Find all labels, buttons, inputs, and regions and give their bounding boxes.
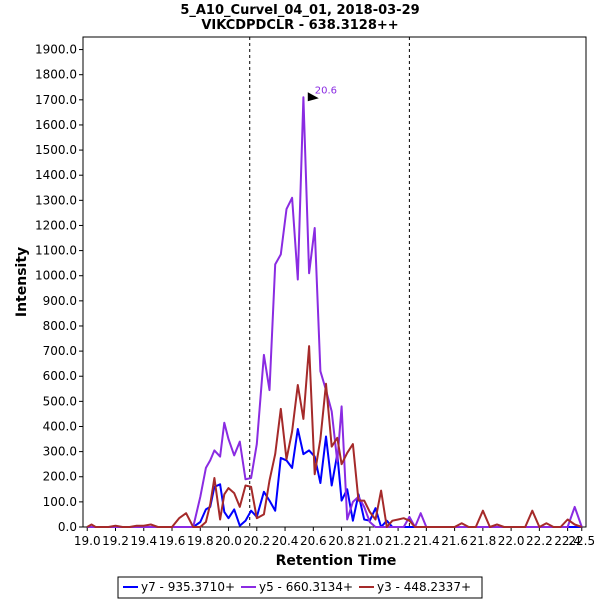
y-tick-label: 1700.0 <box>35 93 77 107</box>
chart-subtitle: VIKCDPDCLR - 638.3128++ <box>201 18 398 33</box>
y-tick-label: 500.0 <box>43 394 77 408</box>
legend-label: y5 - 660.3134+ <box>259 580 353 594</box>
y-tick-label: 600.0 <box>43 369 77 383</box>
x-tick-label: 21.4 <box>413 534 440 548</box>
x-tick-label: 19.4 <box>130 534 157 548</box>
y-tick-label: 1900.0 <box>35 43 77 57</box>
y-tick-label: 0.0 <box>58 520 77 534</box>
legend-box <box>117 576 483 599</box>
y-tick-label: 1400.0 <box>35 168 77 182</box>
y-tick-label: 200.0 <box>43 470 77 484</box>
y-tick-label: 300.0 <box>43 445 77 459</box>
x-tick-label: 22.5 <box>568 534 595 548</box>
series-line-2 <box>86 345 583 528</box>
y-tick-label: 1100.0 <box>35 244 77 258</box>
x-tick-label: 19.8 <box>187 534 214 548</box>
y-tick-label: 800.0 <box>43 319 77 333</box>
x-tick-label: 19.2 <box>102 534 129 548</box>
y-tick-label: 1600.0 <box>35 118 77 132</box>
retention-window-lines <box>249 37 410 527</box>
x-tick-label: 20.8 <box>328 534 355 548</box>
y-tick-label: 1000.0 <box>35 269 77 283</box>
y-tick-label: 1200.0 <box>35 218 77 232</box>
y-tick-label: 900.0 <box>43 294 77 308</box>
x-tick-label: 20.2 <box>243 534 270 548</box>
x-tick-label: 22.4 <box>554 534 581 548</box>
x-axis-title: Retention Time <box>276 553 397 569</box>
x-tick-label: 20.6 <box>300 534 327 548</box>
x-tick-label: 21.0 <box>356 534 383 548</box>
x-tick-label: 19.6 <box>159 534 186 548</box>
plot-area <box>82 36 587 528</box>
y-tick-label: 1800.0 <box>35 68 77 82</box>
y-tick-label: 1500.0 <box>35 143 77 157</box>
x-tick-label: 20.4 <box>272 534 299 548</box>
y-tick-label: 700.0 <box>43 344 77 358</box>
legend-label: y7 - 935.3710+ <box>141 580 235 594</box>
x-tick-label: 21.2 <box>385 534 412 548</box>
series-lines <box>86 96 583 528</box>
peak-annotations: 20.6 <box>307 85 337 102</box>
x-tick-label: 22.0 <box>498 534 525 548</box>
annotation-arrow <box>307 92 319 102</box>
legend-label: y3 - 448.2337+ <box>377 580 471 594</box>
x-tick-label: 20.0 <box>215 534 242 548</box>
annotation-label: 20.6 <box>315 85 337 96</box>
y-axis-ticks: 0.0 100.0 200.0 300.0 400.0 500.0 600.0 700.0 80… <box>35 43 83 534</box>
x-tick-label: 19.0 <box>74 534 101 548</box>
y-tick-label: 1300.0 <box>35 193 77 207</box>
x-tick-label: 21.6 <box>441 534 468 548</box>
y-tick-label: 100.0 <box>43 495 77 509</box>
chart-title: 5_A10_CurveI_04_01, 2018-03-29 <box>180 3 419 18</box>
x-tick-label: 21.8 <box>469 534 496 548</box>
x-axis-ticks: 19.0 19.2 19.4 19.6 19.8 20.0 20.2 20.4 20.6 20.8… <box>74 527 595 548</box>
x-tick-label: 22.2 <box>526 534 553 548</box>
legend: y7 - 935.3710+ y5 - 660.3134+ y3 - 448.233… <box>117 576 483 599</box>
y-tick-label: 400.0 <box>43 419 77 433</box>
y-axis-title: Intensity <box>14 247 30 317</box>
